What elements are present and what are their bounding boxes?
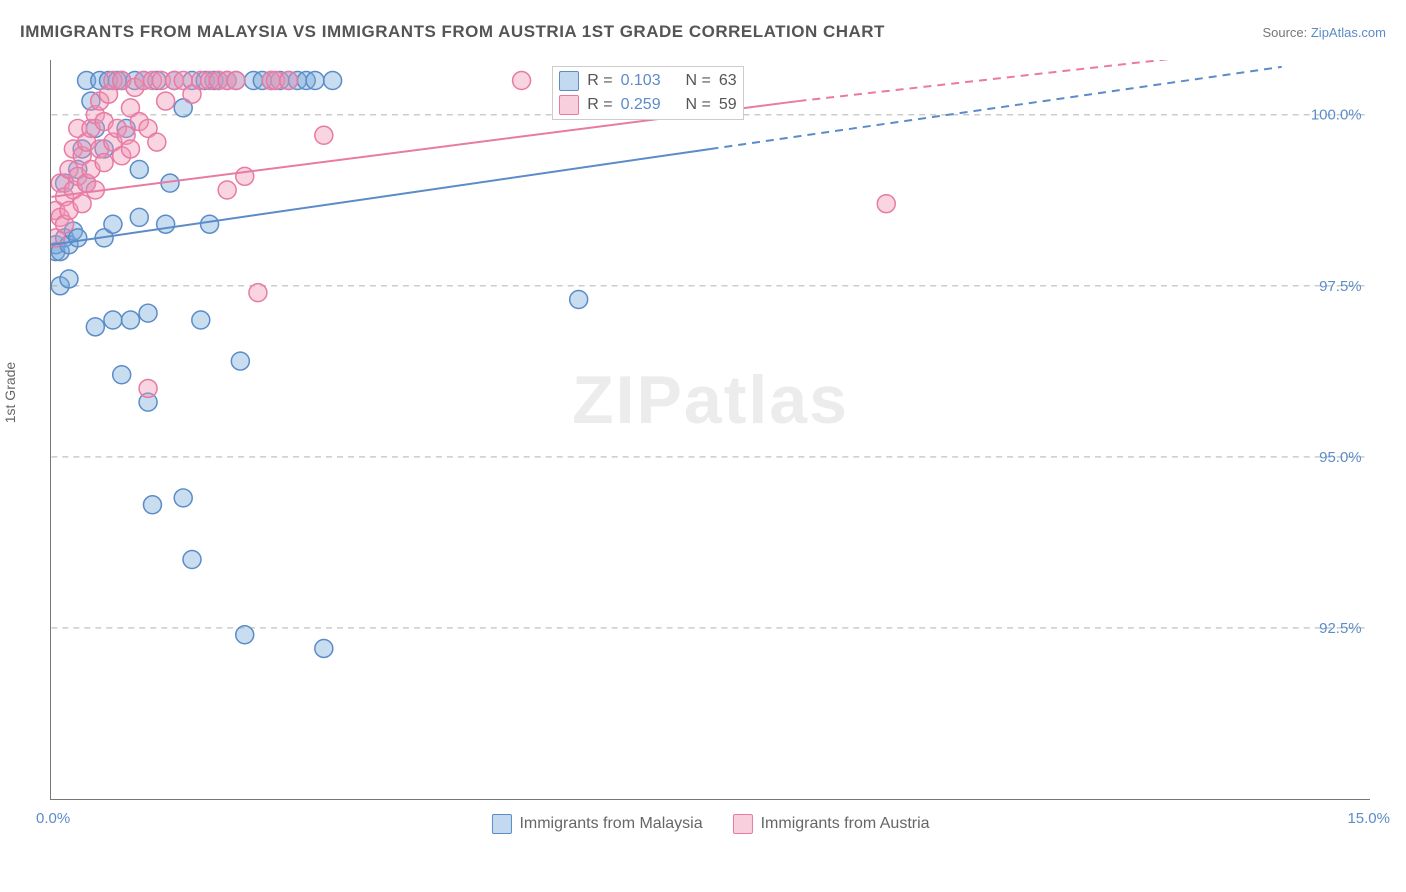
- series-legend: Immigrants from Malaysia Immigrants from…: [491, 814, 929, 834]
- source-link[interactable]: ZipAtlas.com: [1311, 25, 1386, 40]
- swatch-pink-2: [733, 814, 753, 834]
- x-axis-max-label: 15.0%: [1347, 810, 1390, 827]
- svg-text:97.5%: 97.5%: [1319, 278, 1361, 295]
- r-prefix-2: R =: [587, 96, 612, 114]
- source-prefix: Source:: [1262, 25, 1310, 40]
- n-value-malaysia: 63: [719, 72, 737, 90]
- legend-item-malaysia: Immigrants from Malaysia: [491, 814, 702, 834]
- svg-text:92.5%: 92.5%: [1319, 620, 1361, 637]
- n-prefix-2: N =: [686, 96, 711, 114]
- r-value-malaysia: 0.103: [621, 72, 661, 90]
- swatch-pink: [559, 95, 579, 115]
- svg-text:95.0%: 95.0%: [1319, 449, 1361, 466]
- legend-item-austria: Immigrants from Austria: [733, 814, 930, 834]
- svg-text:100.0%: 100.0%: [1311, 107, 1362, 124]
- correlation-legend: R = 0.103 N = 63 R = 0.259 N = 59: [552, 66, 743, 120]
- swatch-blue-2: [491, 814, 511, 834]
- watermark-part1: ZIP: [572, 362, 684, 438]
- legend-row-austria: R = 0.259 N = 59: [559, 93, 736, 117]
- source-attribution: Source: ZipAtlas.com: [1262, 25, 1386, 40]
- legend-row-malaysia: R = 0.103 N = 63: [559, 69, 736, 93]
- chart-title: IMMIGRANTS FROM MALAYSIA VS IMMIGRANTS F…: [20, 22, 885, 42]
- watermark: ZIPatlas: [572, 361, 849, 439]
- plot-area: ZIPatlas 92.5%95.0%97.5%100.0% 0.0% 15.0…: [50, 60, 1370, 800]
- r-value-austria: 0.259: [621, 96, 661, 114]
- chart-container: IMMIGRANTS FROM MALAYSIA VS IMMIGRANTS F…: [0, 0, 1406, 892]
- chart-svg: 92.5% 95.0% 97.5% 100.0%: [51, 60, 1370, 799]
- n-value-austria: 59: [719, 96, 737, 114]
- x-axis-min-label: 0.0%: [36, 810, 70, 827]
- watermark-part2: atlas: [684, 362, 849, 438]
- legend-label-austria: Immigrants from Austria: [761, 815, 930, 833]
- swatch-blue: [559, 71, 579, 91]
- r-prefix: R =: [587, 72, 612, 90]
- y-axis-label: 1st Grade: [2, 362, 18, 423]
- legend-label-malaysia: Immigrants from Malaysia: [519, 815, 702, 833]
- n-prefix: N =: [686, 72, 711, 90]
